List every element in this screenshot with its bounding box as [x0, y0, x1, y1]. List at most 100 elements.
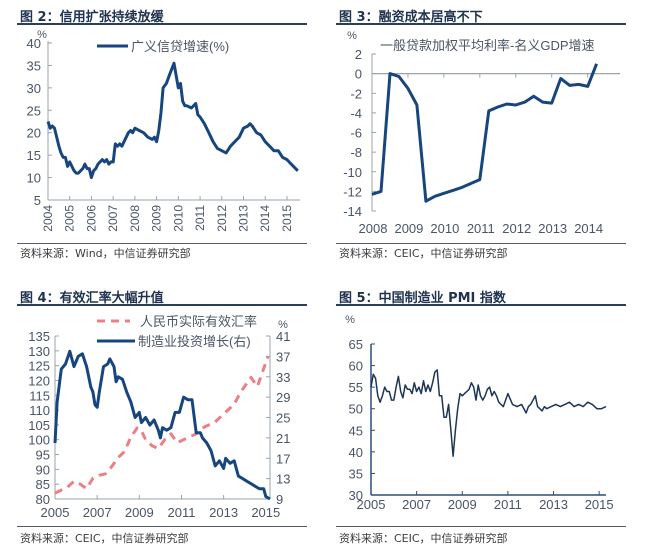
fig5-x-tick-label: 2007 — [402, 497, 431, 512]
fig5-y-tick-label: 50 — [349, 402, 363, 417]
fig4-y2-tick-label: 21 — [276, 431, 290, 446]
fig2-x-tick-label: 2006 — [84, 205, 98, 232]
fig5-y-tick-label: 65 — [349, 337, 363, 352]
fig2-y-tick-label: 40 — [27, 36, 41, 51]
fig3-x-tick-label: 2008 — [359, 221, 388, 236]
fig3-y-tick-label: -14 — [343, 204, 362, 219]
fig4-y-tick-label: 95 — [36, 448, 50, 463]
fig4-y-tick-label: 80 — [36, 492, 50, 507]
fig5-x-tick-label: 2011 — [494, 497, 522, 512]
fig2-title: 图 2：信用扩张持续放缓 — [20, 10, 164, 25]
fig5-source: 资料来源：CEIC，中信证券研究部 — [339, 532, 508, 545]
fig4-y2-tick-label: 29 — [276, 390, 290, 405]
fig3-x-tick-label: 2012 — [502, 221, 531, 236]
fig2-y-tick-label: 20 — [27, 126, 41, 141]
fig2-x-tick-label: 2005 — [63, 205, 77, 232]
fig4-y2-tick-label: 17 — [276, 451, 290, 466]
fig3-series-label: 一般贷款加权平均利率-名义GDP增速 — [380, 38, 595, 53]
fig4-y-tick-label: 110 — [29, 403, 50, 418]
fig4-x-tick-label: 2007 — [83, 505, 112, 520]
fig4-y2-tick-label: 13 — [276, 472, 290, 487]
fig4-x-tick-label: 2005 — [41, 505, 70, 520]
fig5-source-rule — [336, 526, 626, 527]
fig4-legend-label-mfg: 制造业投资增长(右) — [138, 334, 251, 349]
fig2-x-tick-label: 2014 — [258, 205, 272, 232]
fig5-y-tick-label: 60 — [349, 359, 363, 374]
fig2-source: 资料来源：Wind，中信证券研究部 — [20, 247, 191, 260]
fig4-y2-unit: % — [278, 319, 288, 331]
fig3-series-line — [371, 63, 598, 203]
fig2-x-tick-label: 2004 — [41, 205, 55, 232]
fig3-x-tick-label: 2011 — [467, 221, 495, 236]
fig4-y2-tick-label: 9 — [276, 492, 283, 507]
fig3-x-tick-label: 2013 — [538, 221, 567, 236]
fig5-y-tick-label: 40 — [349, 445, 363, 460]
fig5-y-tick-label: 55 — [349, 380, 363, 395]
fig5-y-tick-label: 30 — [349, 488, 363, 503]
fig4-source: 资料来源：CEIC，中信证券研究部 — [20, 532, 189, 545]
fig3-y-tick-label: -8 — [350, 145, 362, 160]
fig2-x-tick-label: 2008 — [128, 205, 142, 232]
fig4-y-tick-label: 115 — [29, 388, 50, 403]
fig4-y-tick-label: 120 — [28, 373, 50, 388]
fig4-series-mfg-line — [53, 349, 271, 501]
fig4-y2-tick-label: 25 — [276, 411, 290, 426]
fig4-y2-tick-label: 37 — [276, 349, 290, 364]
fig4-y2-tick-label: 41 — [276, 329, 290, 344]
fig3-y-tick-label: -4 — [350, 106, 362, 121]
fig2-series-line — [46, 61, 299, 180]
fig3-x-tick-label: 2009 — [394, 221, 423, 236]
fig2-x-tick-label: 2007 — [106, 205, 120, 232]
fig2-x-tick-label: 2011 — [193, 205, 207, 231]
fig3-source: 资料来源：CEIC，中信证券研究部 — [339, 247, 508, 260]
fig2-y-unit: % — [37, 29, 47, 41]
fig3-y-tick-label: -2 — [350, 86, 362, 101]
fig4-title-rule — [17, 304, 307, 306]
fig4-legend-label-reer: 人民币实际有效汇率 — [140, 314, 257, 329]
fig4-series-reer-line — [54, 356, 270, 495]
fig3-title-rule — [336, 23, 626, 25]
fig3-y-unit: % — [347, 30, 357, 42]
fig2-x-tick-label: 2015 — [280, 205, 294, 232]
fig3-y-tick-label: -6 — [350, 126, 362, 141]
fig3-x-tick-label: 2014 — [574, 221, 603, 236]
fig4-y-tick-label: 130 — [28, 344, 50, 359]
fig3-y-tick-label: -10 — [343, 165, 362, 180]
fig2-y-tick-label: 15 — [27, 148, 41, 163]
fig5-x-tick-label: 2015 — [585, 497, 614, 512]
fig4-x-tick-label: 2009 — [125, 505, 154, 520]
fig2-title-rule — [17, 23, 307, 25]
fig4-y-tick-label: 105 — [28, 418, 50, 433]
fig4-y-tick-label: 85 — [36, 477, 50, 492]
fig2-y-tick-label: 30 — [27, 81, 41, 96]
fig5-y-tick-label: 35 — [349, 466, 363, 481]
fig4-x-tick-label: 2015 — [251, 505, 280, 520]
fig3-y-tick-label: 0 — [355, 67, 362, 82]
fig3-y-tick-label: 2 — [355, 47, 362, 62]
fig5-title-rule — [336, 304, 626, 306]
fig5-y-unit: % — [345, 314, 355, 326]
fig3-y-tick-label: -12 — [343, 184, 362, 199]
fig2-x-tick-label: 2009 — [150, 205, 164, 232]
fig5-x-tick-label: 2009 — [448, 497, 477, 512]
fig2-x-tick-label: 2010 — [171, 205, 185, 232]
fig5-title: 图 5：中国制造业 PMI 指数 — [339, 291, 506, 306]
fig2-y-tick-label: 25 — [27, 103, 41, 118]
fig5-series-line — [370, 369, 607, 457]
fig3-title: 图 3：融资成本居高不下 — [339, 10, 483, 25]
fig5-y-tick-label: 45 — [349, 423, 363, 438]
fig2-y-tick-label: 10 — [27, 171, 41, 186]
fig2-x-tick-label: 2012 — [215, 205, 229, 232]
fig4-x-tick-label: 2011 — [167, 505, 195, 520]
fig4-y-tick-label: 125 — [28, 359, 50, 374]
fig3-x-tick-label: 2010 — [430, 221, 459, 236]
fig2-y-tick-label: 5 — [34, 193, 41, 208]
fig4-y-tick-label: 90 — [36, 462, 50, 477]
fig2-y-tick-label: 35 — [27, 58, 41, 73]
fig2-source-rule — [17, 243, 307, 244]
fig4-y-tick-label: 135 — [28, 329, 50, 344]
fig4-y-tick-label: 100 — [28, 433, 50, 448]
fig5-x-tick-label: 2013 — [539, 497, 568, 512]
fig4-source-rule — [17, 526, 307, 527]
